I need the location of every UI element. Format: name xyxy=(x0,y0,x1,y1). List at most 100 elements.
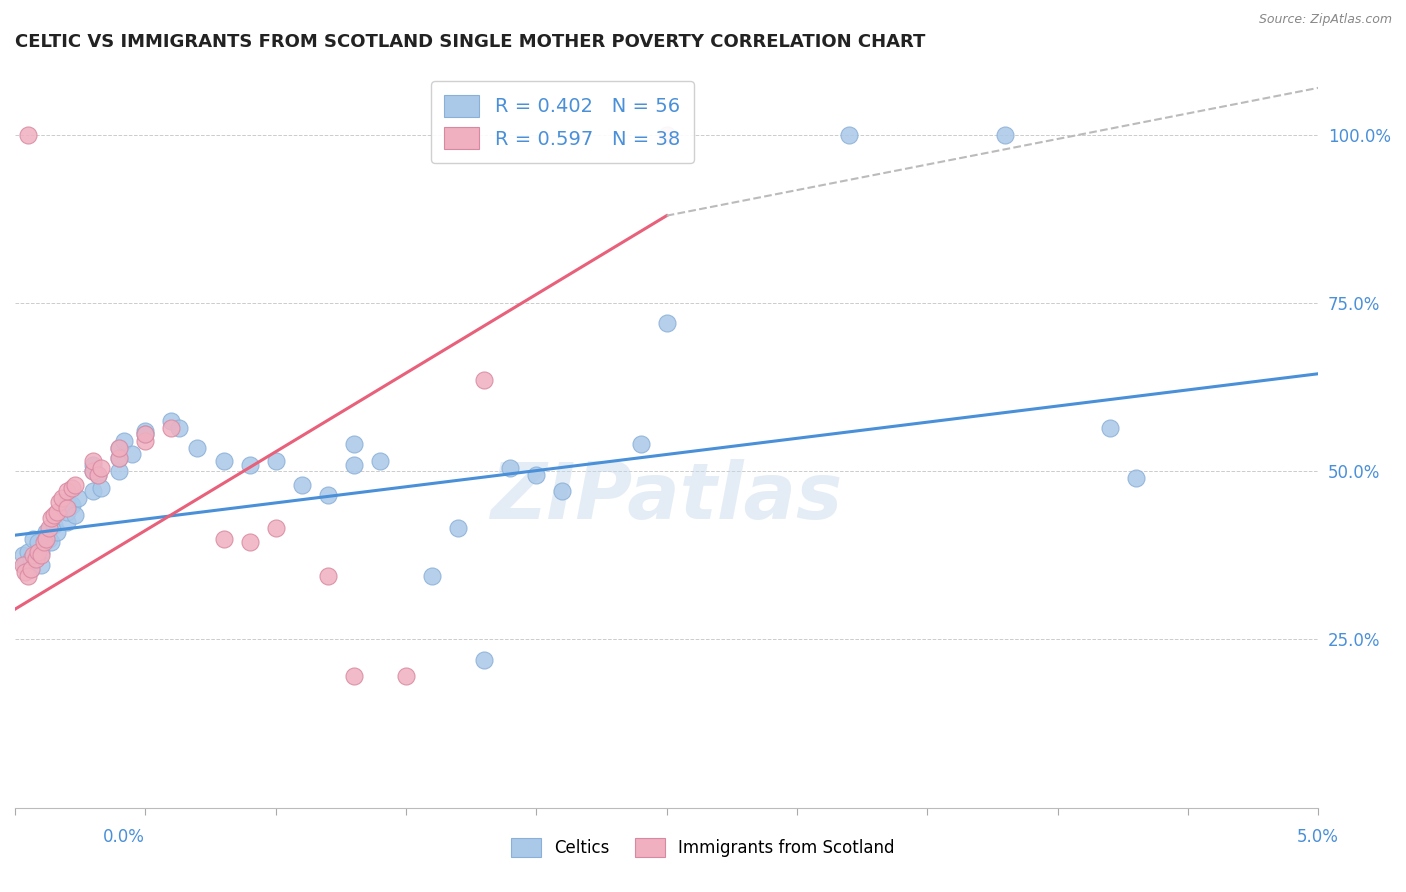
Point xyxy=(56,501,79,516)
Point xyxy=(66,491,89,506)
Text: 5.0%: 5.0% xyxy=(1296,828,1339,846)
Point xyxy=(27,535,49,549)
Point xyxy=(32,535,55,549)
Point xyxy=(655,128,678,142)
Point xyxy=(24,549,46,563)
Point xyxy=(316,568,339,582)
Point xyxy=(41,535,63,549)
Point xyxy=(472,374,495,388)
Point xyxy=(45,524,67,539)
Point xyxy=(368,454,391,468)
Point xyxy=(1098,420,1121,434)
Point xyxy=(82,484,104,499)
Point xyxy=(22,549,45,563)
Point xyxy=(655,316,678,330)
Point xyxy=(38,521,60,535)
Point xyxy=(343,437,366,451)
Text: ZIPatlas: ZIPatlas xyxy=(491,458,842,535)
Point xyxy=(35,532,58,546)
Point xyxy=(212,532,235,546)
Point xyxy=(108,450,131,465)
Point xyxy=(343,458,366,472)
Point xyxy=(108,450,131,465)
Point xyxy=(82,464,104,478)
Point xyxy=(395,669,418,683)
Point xyxy=(56,484,79,499)
Point xyxy=(994,128,1017,142)
Point xyxy=(22,532,45,546)
Point xyxy=(90,461,112,475)
Point xyxy=(14,565,37,579)
Point xyxy=(134,434,156,448)
Point xyxy=(82,464,104,478)
Legend: R = 0.402   N = 56, R = 0.597   N = 38: R = 0.402 N = 56, R = 0.597 N = 38 xyxy=(430,81,695,163)
Point xyxy=(121,447,143,461)
Point xyxy=(20,562,42,576)
Point xyxy=(45,505,67,519)
Legend: Celtics, Immigrants from Scotland: Celtics, Immigrants from Scotland xyxy=(505,831,901,864)
Point xyxy=(56,505,79,519)
Point xyxy=(239,535,262,549)
Point xyxy=(63,477,86,491)
Point xyxy=(17,128,39,142)
Point xyxy=(51,491,73,506)
Point xyxy=(11,558,34,573)
Point xyxy=(343,669,366,683)
Point xyxy=(48,494,70,508)
Point xyxy=(14,558,37,573)
Point xyxy=(90,481,112,495)
Text: CELTIC VS IMMIGRANTS FROM SCOTLAND SINGLE MOTHER POVERTY CORRELATION CHART: CELTIC VS IMMIGRANTS FROM SCOTLAND SINGL… xyxy=(15,33,925,51)
Point xyxy=(56,515,79,529)
Point xyxy=(186,441,208,455)
Point xyxy=(42,508,65,522)
Point xyxy=(134,427,156,442)
Point xyxy=(82,458,104,472)
Point xyxy=(17,545,39,559)
Point xyxy=(20,551,42,566)
Point xyxy=(472,652,495,666)
Point xyxy=(108,441,131,455)
Point xyxy=(291,477,314,491)
Point xyxy=(212,454,235,468)
Point xyxy=(264,521,287,535)
Point xyxy=(838,128,860,142)
Point xyxy=(63,508,86,522)
Point xyxy=(239,458,262,472)
Point xyxy=(160,414,183,428)
Point xyxy=(87,467,110,482)
Point xyxy=(108,441,131,455)
Point xyxy=(316,488,339,502)
Point xyxy=(114,434,136,448)
Point xyxy=(20,562,42,576)
Point xyxy=(56,494,79,508)
Point xyxy=(551,484,574,499)
Point xyxy=(30,545,52,559)
Point xyxy=(24,551,46,566)
Point xyxy=(42,518,65,533)
Point xyxy=(1125,471,1147,485)
Point xyxy=(60,481,83,495)
Point xyxy=(134,424,156,438)
Point xyxy=(420,568,443,582)
Point xyxy=(60,498,83,512)
Point xyxy=(108,464,131,478)
Point xyxy=(30,558,52,573)
Point xyxy=(27,545,49,559)
Point xyxy=(264,454,287,468)
Point xyxy=(134,427,156,442)
Text: Source: ZipAtlas.com: Source: ZipAtlas.com xyxy=(1258,13,1392,27)
Point xyxy=(499,461,522,475)
Point xyxy=(87,467,110,482)
Text: 0.0%: 0.0% xyxy=(103,828,145,846)
Point xyxy=(167,420,190,434)
Point xyxy=(41,511,63,525)
Point xyxy=(160,420,183,434)
Point xyxy=(447,521,470,535)
Point xyxy=(630,437,652,451)
Point xyxy=(82,454,104,468)
Point xyxy=(38,532,60,546)
Point xyxy=(17,568,39,582)
Point xyxy=(30,549,52,563)
Point xyxy=(35,524,58,539)
Point xyxy=(11,549,34,563)
